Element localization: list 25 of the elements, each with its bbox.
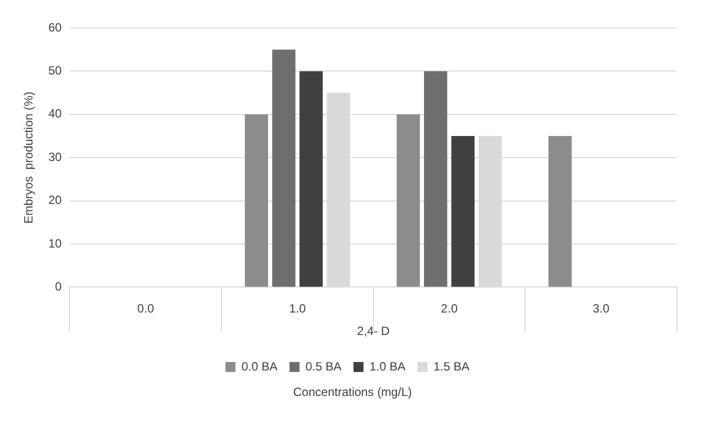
bar	[424, 71, 448, 287]
y-tick-label: 20	[48, 193, 62, 208]
y-tick-label: 0	[55, 280, 62, 294]
x-tick-label: 2.0	[440, 302, 458, 316]
bar	[244, 114, 268, 287]
x-tick-label: 0.0	[137, 302, 154, 316]
legend-label: 0.0 BA	[241, 359, 278, 374]
bar	[548, 136, 572, 287]
y-axis-title: Embryos production (%)	[22, 92, 36, 224]
bar	[272, 50, 296, 287]
y-tick-label: 40	[48, 106, 62, 121]
bar	[396, 114, 420, 287]
legend-label: 1.5 BA	[434, 359, 470, 374]
text: Concentrations (mg/L)	[292, 385, 413, 399]
bar	[300, 71, 323, 287]
legend-label: 0.5 BA	[305, 359, 342, 374]
legend-label: 1.0 BA	[370, 359, 406, 374]
x-axis-title: 2,4- D	[357, 324, 390, 338]
bar	[451, 136, 475, 287]
y-tick-label: 60	[48, 20, 62, 34]
y-tick-label: 50	[48, 64, 62, 78]
x-tick-label: 1.0	[289, 302, 306, 316]
x-tick-label: 3.0	[592, 302, 610, 316]
y-tick-label: 30	[48, 150, 62, 164]
y-tick-label: 10	[48, 236, 62, 250]
